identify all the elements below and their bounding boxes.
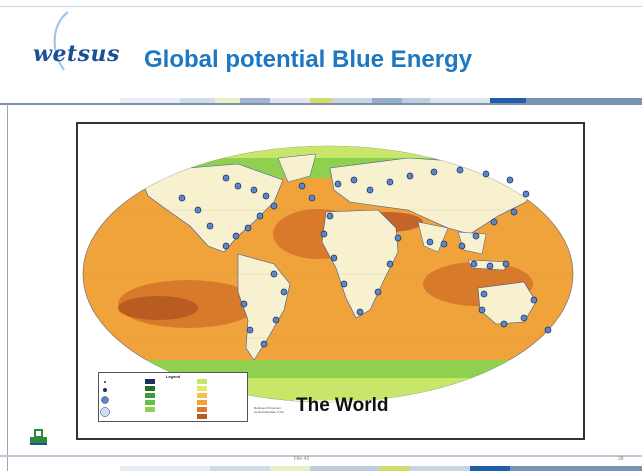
logo-swoosh-icon bbox=[53, 11, 69, 71]
world-map-figure: Legend Robinson Projection Ce bbox=[76, 122, 585, 440]
page-number: 38 bbox=[618, 456, 624, 462]
projection-note: Robinson Projection Central Meridian: 0.… bbox=[254, 406, 314, 414]
header-color-stripe bbox=[120, 98, 642, 104]
map-caption: The World bbox=[296, 395, 389, 416]
legend-title: Legend bbox=[165, 374, 181, 379]
wetsus-logo: wetsus bbox=[33, 41, 120, 67]
footer-rule bbox=[0, 455, 642, 457]
projection-line-1: Robinson Projection bbox=[254, 406, 281, 410]
footer-color-stripe bbox=[120, 466, 642, 471]
top-rule bbox=[0, 6, 642, 7]
projection-line-2: Central Meridian: 0.00 bbox=[254, 410, 284, 414]
header-rule bbox=[0, 103, 642, 105]
ship-icon bbox=[30, 429, 47, 445]
legend-swatches bbox=[100, 379, 207, 419]
footer-file-label: File 43 bbox=[294, 456, 310, 462]
left-rule bbox=[7, 104, 8, 471]
map-legend: Legend bbox=[98, 372, 248, 422]
slide-title: Global potential Blue Energy bbox=[144, 46, 473, 73]
